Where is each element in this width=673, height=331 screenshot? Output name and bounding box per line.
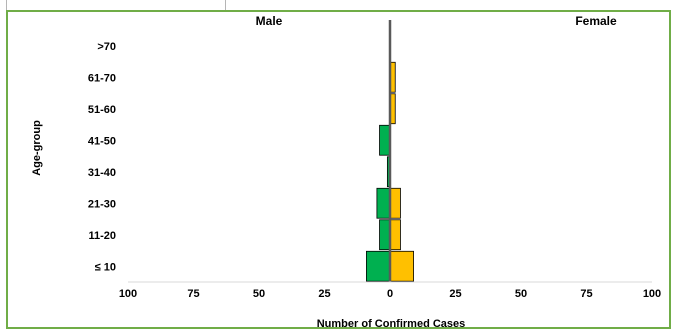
- x-tick-label: 100: [643, 288, 661, 300]
- male-bar-41-50: [379, 124, 391, 156]
- x-tick-label: 50: [253, 288, 265, 300]
- y-tick-label: 61-70: [88, 72, 116, 84]
- y-ticks-group: ≤ 10 11-20 21-30 31-40 41-50 51-60 61-70 >70: [88, 41, 116, 274]
- y-tick-label: >70: [97, 41, 116, 53]
- male-bar-21-30: [376, 187, 391, 219]
- male-bar-11-20: [379, 219, 391, 251]
- male-header: Male: [256, 14, 283, 28]
- chart-frame: [6, 10, 671, 329]
- x-tick-label: 75: [580, 288, 592, 300]
- x-tick-label: 25: [318, 288, 330, 300]
- x-ticks-group: 100 75 50 25 0 25 50 75 100: [119, 288, 661, 300]
- x-tick-label: 0: [387, 288, 393, 300]
- y-tick-label: 41-50: [88, 135, 116, 147]
- x-axis-title: Number of Confirmed Cases: [317, 318, 466, 330]
- x-tick-label: 50: [515, 288, 527, 300]
- y-axis-title: Age-group: [31, 120, 43, 176]
- female-header: Female: [575, 14, 617, 28]
- y-tick-label: ≤ 10: [95, 261, 116, 273]
- y-tick-label: 21-30: [88, 198, 116, 210]
- y-tick-label: 51-60: [88, 104, 116, 116]
- y-tick-label: 11-20: [88, 230, 116, 242]
- x-tick-label: 25: [449, 288, 461, 300]
- female-bar-11-20: [389, 219, 401, 251]
- female-bar-21-30: [389, 187, 401, 219]
- male-bar-≤ 10: [366, 250, 391, 282]
- x-tick-label: 75: [187, 288, 199, 300]
- y-tick-label: 31-40: [88, 167, 116, 179]
- female-bar-≤ 10: [389, 250, 414, 282]
- x-tick-label: 100: [119, 288, 137, 300]
